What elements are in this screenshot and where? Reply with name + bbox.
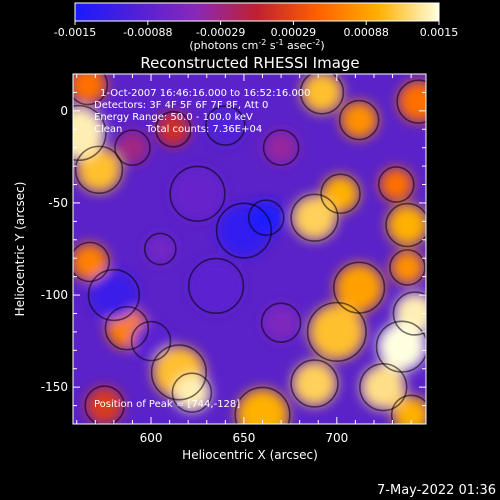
x-tick-label: 650 [232, 431, 255, 445]
contour-line [150, 344, 208, 401]
intensity-blob [190, 259, 243, 312]
contour-line [332, 261, 386, 314]
intensity-blob [262, 304, 300, 342]
contour-line [87, 268, 141, 322]
colorbar-tick-label: 0.00029 [271, 26, 317, 39]
contour-line [359, 362, 408, 412]
colorbar-label: (photons cm-2 s-1 asec-2) [189, 38, 324, 52]
y-tick-label: 0 [60, 104, 68, 118]
contour-line [262, 129, 300, 167]
x-axis-label: Heliocentric X (arcsec) [182, 448, 318, 462]
annotation-clean: Clean [94, 124, 122, 135]
intensity-blob [73, 74, 107, 104]
intensity-blob [398, 81, 426, 123]
intensity-blob [379, 167, 413, 202]
contour-line [396, 79, 426, 124]
contour-line [306, 301, 367, 362]
contour-line [74, 145, 124, 194]
contour-line [143, 232, 177, 266]
intensity-blob [86, 387, 124, 424]
contour-line [215, 202, 273, 259]
colorbar-tick-label: 0.00088 [343, 26, 389, 39]
annotation-energy: Energy Range: 50.0 - 100.0 keV [94, 112, 253, 123]
contour-line [234, 386, 291, 424]
intensity-blob [340, 101, 378, 139]
intensity-blob [73, 243, 109, 281]
colorbar [74, 2, 440, 22]
annotation-total-counts: Total counts: 7.36E+04 [145, 124, 262, 135]
contour-line [205, 105, 246, 146]
intensity-blob [264, 130, 298, 165]
intensity-blob [292, 195, 337, 240]
intensity-blob [145, 234, 176, 264]
contour-line [169, 165, 226, 222]
colorbar-tick-label: -0.00029 [196, 26, 245, 39]
intensity-blob [386, 204, 426, 246]
contour-lines [73, 74, 426, 424]
intensity-blob [249, 200, 283, 235]
annotation-detectors: Detectors: 3F 4F 5F 6F 7F 8F, Att 0 [94, 100, 268, 111]
intensity-blob [360, 364, 406, 410]
intensity-blob [171, 167, 224, 220]
axes: 600 650 700 0 -50 -100 -150 [41, 74, 426, 445]
intensity-blob [173, 374, 211, 412]
y-tick-label: -50 [48, 196, 68, 210]
annotation-time-range: 1-Oct-2007 16:46:16.000 to 16:52:16.000 [100, 88, 311, 99]
contour-line [130, 320, 172, 362]
footer-date: 7-May-2022 01:36 [377, 483, 496, 498]
contour-line [390, 394, 426, 424]
intensity-blob [308, 304, 365, 360]
colorbar-tick-label: 0.0015 [420, 26, 459, 39]
intensity-blob [390, 250, 425, 285]
contour-line [104, 305, 150, 351]
annotation-peak: Position of Peak = [744,-128] [94, 399, 240, 410]
intensity-blob [156, 112, 191, 146]
contour-line [73, 74, 109, 106]
x-tick-label: 700 [325, 431, 348, 445]
chart-title: Reconstructed RHESSI Image [140, 54, 359, 72]
plot-frame [72, 73, 427, 425]
colorbar-ticks: -0.0015 -0.00088 -0.00029 0.00029 0.00088 0.0… [54, 21, 458, 39]
x-tick-label: 600 [140, 431, 163, 445]
contour-line [377, 166, 415, 203]
contour-line [187, 257, 245, 314]
intensity-blob [334, 263, 384, 312]
y-tick-label: -150 [41, 380, 68, 394]
contour-line [84, 385, 125, 424]
contour-line [247, 199, 285, 237]
contour-line [392, 291, 426, 336]
contour-line [299, 74, 345, 115]
contour-line [320, 173, 361, 215]
image-area [73, 74, 426, 424]
intensity-blob [236, 388, 289, 424]
colorbar-tick-label: -0.00088 [123, 26, 172, 39]
intensity-blob [206, 107, 244, 145]
intensity-blob [115, 130, 150, 165]
y-axis-label: Heliocentric Y (arcsec) [13, 182, 27, 317]
contour-line [73, 241, 111, 283]
colorbar-tick-label: -0.0015 [54, 26, 96, 39]
contour-line [389, 249, 426, 286]
contour-line [385, 202, 426, 248]
y-tick-label: -100 [41, 288, 68, 302]
intensity-blob [292, 361, 337, 406]
contour-line [171, 372, 213, 413]
contour-line [260, 302, 302, 343]
intensity-blobs [73, 74, 426, 424]
contour-line [154, 110, 192, 148]
contour-line [73, 104, 107, 162]
contour-line [338, 99, 380, 141]
intensity-blob [132, 322, 170, 360]
intensity-blob [301, 74, 343, 113]
contour-line [290, 359, 339, 408]
contour-line [114, 129, 151, 167]
contour-line [290, 193, 339, 242]
